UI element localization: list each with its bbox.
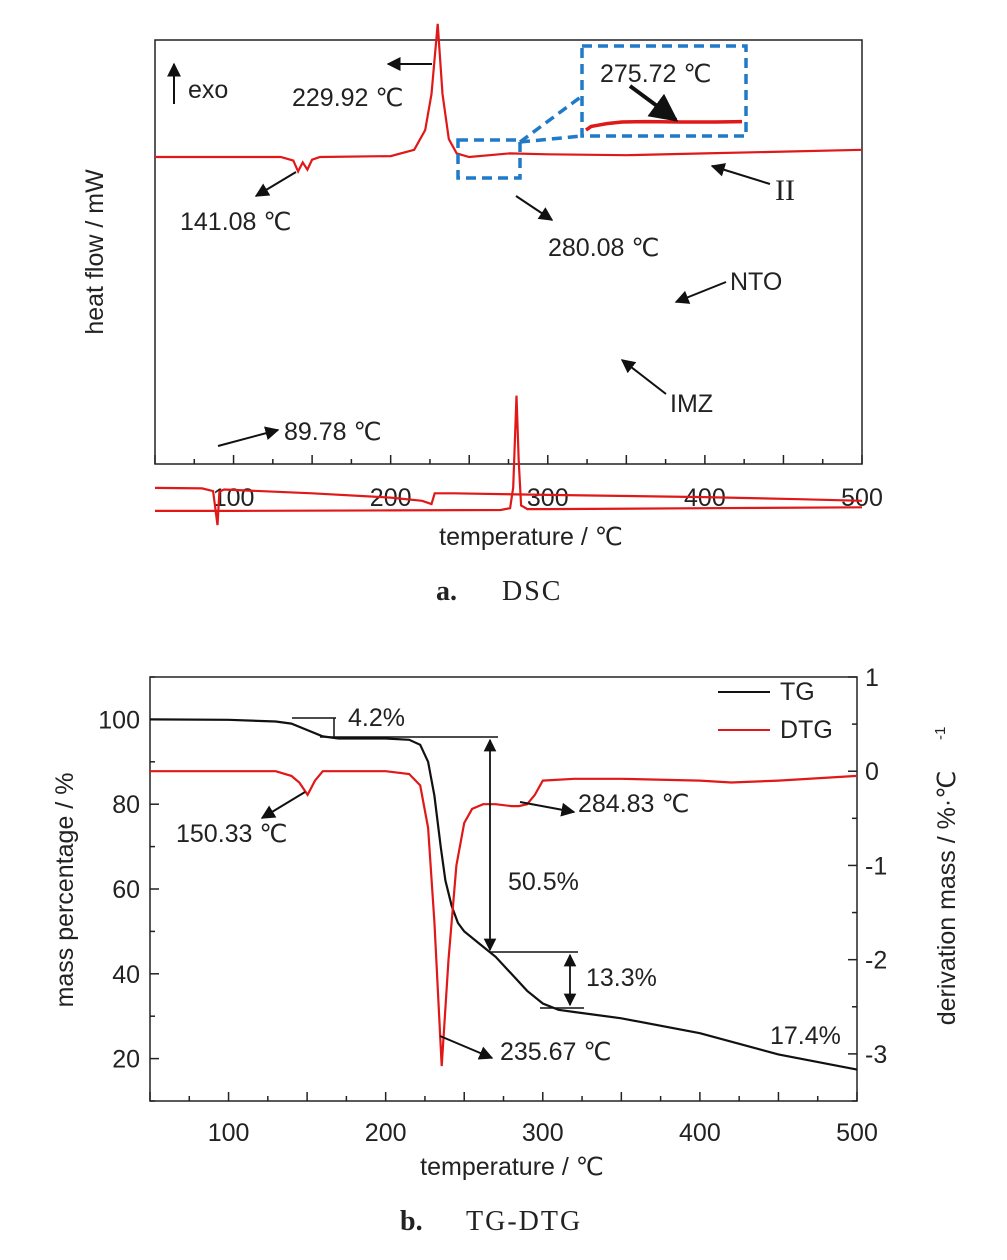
- tg-x-axis: 100 200 300 400 500: [149, 1092, 878, 1147]
- label-imz: IMZ: [670, 390, 713, 418]
- tg-y-tick-label: 20: [112, 1046, 140, 1074]
- inset-label: 275.72 ℃: [600, 60, 712, 88]
- dsc-plot-frame: [154, 39, 863, 465]
- dsc-x-tick-label: 300: [527, 484, 569, 512]
- tg-x-tick-label: 100: [208, 1119, 250, 1147]
- legend-dtg-label: DTG: [780, 716, 833, 744]
- tg-curves: [149, 718, 858, 1071]
- tg-y-tick-label: 80: [112, 791, 140, 819]
- tg-y-tick-label: 100: [98, 706, 140, 734]
- zoom-source-box: [456, 138, 522, 180]
- dsc-curve-ii: [155, 23, 863, 174]
- label-imz-arrow: [620, 359, 667, 395]
- endo-ii-arrow: [254, 171, 297, 197]
- endo-ii-label: 141.08 ℃: [180, 208, 292, 236]
- inset-arrow: [628, 84, 679, 122]
- dtg-peak2-arrow: [439, 1035, 494, 1060]
- tg-y-tick-label: 40: [112, 961, 140, 989]
- tg-y-axis-left: 20 40 60 80 100: [98, 676, 159, 1102]
- tg-y2-tick-label: 1: [865, 664, 879, 692]
- caption-b-text: TG-DTG: [466, 1206, 582, 1237]
- exo-label: exo: [188, 76, 228, 104]
- dsc-curve-imz: [154, 486, 863, 526]
- tg-y-axis-label: mass percentage / %: [51, 773, 79, 1008]
- label-nto-arrow: [674, 281, 727, 304]
- peak-nto-arrow: [515, 195, 554, 221]
- tg-x-tick-label: 400: [679, 1119, 721, 1147]
- residue-label: 17.4%: [770, 1022, 841, 1050]
- tg-x-tick-label: 200: [365, 1119, 407, 1147]
- caption-b-letter: b.: [400, 1206, 423, 1237]
- label-ii: II: [775, 174, 795, 207]
- dtg-peak1-arrow: [260, 791, 306, 819]
- tg-y2-axis-label: derivation mass / %·℃: [933, 771, 961, 1026]
- endo-imz-arrow: [217, 426, 280, 447]
- tg-x-tick-label: 500: [836, 1119, 878, 1147]
- tg-y-axis-right: 1 0 -1 -2 -3: [848, 664, 887, 1102]
- tg-y2-tick-label: -3: [865, 1041, 887, 1069]
- legend-tg-label: TG: [780, 678, 815, 706]
- tg-x-axis-label: temperature / ℃: [420, 1153, 604, 1181]
- dsc-curve-nto: [155, 395, 863, 512]
- dsc-curves: [154, 23, 863, 526]
- label-ii-arrow: [710, 163, 771, 185]
- tg-y-tick-label: 60: [112, 876, 140, 904]
- zoom-connector-2: [519, 134, 583, 144]
- peak-nto-label: 280.08 ℃: [548, 234, 660, 262]
- dsc-panel: 100 200 300 400 500 temperature / ℃ heat flo…: [81, 23, 883, 551]
- caption-a-letter: a.: [436, 576, 457, 607]
- dsc-y-axis-label: heat flow / mW: [81, 169, 109, 335]
- caption-a-text: DSC: [502, 576, 562, 607]
- tg-dtg-panel: 100 200 300 400 500 20 40 60 80 100 1 0 -1 -2 -3 tem…: [51, 664, 961, 1181]
- tg-y2-axis-label-sup: -1: [932, 727, 949, 740]
- dtg-peak2-label: 235.67 ℃: [500, 1038, 612, 1066]
- tg-x-tick-label: 300: [522, 1119, 564, 1147]
- label-nto: NTO: [730, 268, 782, 296]
- dtg-peak3-label: 284.83 ℃: [578, 790, 690, 818]
- loss1-label: 4.2%: [348, 704, 405, 732]
- tg-y2-tick-label: 0: [865, 758, 879, 786]
- tg-y2-tick-label: -2: [865, 947, 887, 975]
- dsc-x-axis-label: temperature / ℃: [439, 523, 623, 551]
- loss2-label: 50.5%: [508, 868, 579, 896]
- tg-curve-tg: [149, 718, 858, 1071]
- dtg-peak3-arrow: [519, 801, 576, 817]
- peak-ii-label: 229.92 ℃: [292, 84, 404, 112]
- inset-curve: [585, 119, 743, 132]
- loss3-label: 13.3%: [586, 964, 657, 992]
- zoom-connector-1: [518, 94, 584, 144]
- tg-y2-tick-label: -1: [865, 852, 887, 880]
- dtg-peak1-label: 150.33 ℃: [176, 820, 288, 848]
- endo-imz-label: 89.78 ℃: [284, 418, 382, 446]
- tg-curve-dtg: [150, 770, 858, 1067]
